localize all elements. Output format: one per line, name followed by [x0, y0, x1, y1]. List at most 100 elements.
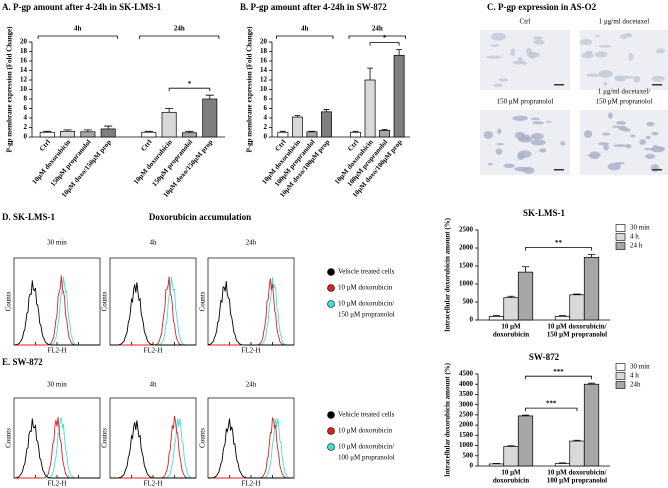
histogram-frame — [109, 257, 197, 346]
legend-swatch — [615, 224, 626, 232]
x-tick-label: Ctrl — [38, 138, 52, 153]
error-bar — [165, 108, 174, 113]
bar — [306, 131, 318, 138]
legend-label: Vehicle treated cells — [338, 268, 395, 276]
cell — [619, 75, 635, 79]
legend-label: 100 μM propranolol — [338, 454, 395, 462]
y-tick-label: 20 — [20, 38, 28, 46]
y-tick-label: 14 — [20, 66, 28, 74]
bar — [488, 316, 505, 321]
cell — [651, 131, 659, 136]
y-axis-label: P-gp membrane expression (Fold Change) — [6, 26, 14, 153]
legend-label: 10 μM doxorubicin/ — [338, 443, 394, 451]
y-tick-label: 3500 — [459, 390, 474, 398]
bar — [393, 54, 405, 138]
cell — [608, 112, 613, 119]
significance-bracket — [525, 247, 592, 251]
y-tick-label: 2500 — [459, 226, 474, 234]
x-tick-label: 10 μM doxorubicin/ — [547, 469, 607, 477]
bar — [291, 116, 303, 138]
error-bar — [492, 462, 501, 464]
time-label: 4h — [150, 381, 158, 389]
x-tick-label: doxorubicin — [493, 477, 529, 485]
y-tick-label: 16 — [260, 57, 268, 65]
cell — [585, 50, 593, 55]
cell — [613, 144, 628, 147]
y-tick-label: 6 — [264, 104, 268, 112]
histogram-curve — [14, 417, 100, 479]
image-label: 1 μg/ml docetaxel — [599, 18, 649, 26]
cell — [533, 39, 545, 45]
histogram-curve — [13, 280, 100, 346]
cell — [503, 163, 515, 168]
cell — [598, 69, 613, 78]
cell — [651, 75, 665, 82]
cell — [545, 120, 552, 123]
bar — [569, 440, 585, 467]
y-axis-label: Counts — [5, 291, 13, 311]
cell — [595, 51, 608, 58]
cell — [512, 60, 525, 65]
error-bar — [381, 129, 388, 131]
cell — [612, 125, 621, 128]
cell — [583, 130, 593, 138]
cell — [498, 78, 509, 82]
y-tick-label: 18 — [260, 47, 268, 55]
cell — [628, 52, 634, 61]
y-tick-label: 6 — [24, 104, 28, 112]
group-label: 4h — [301, 25, 309, 33]
y-axis-label: P-gp membrane expression (Fold Change) — [246, 26, 254, 153]
significance-bracket — [369, 42, 400, 46]
bar — [181, 132, 197, 138]
y-tick-label: 18 — [20, 47, 28, 55]
cell — [539, 148, 547, 153]
cell — [512, 115, 528, 121]
y-tick-label: 2000 — [459, 244, 474, 252]
error-bar — [279, 130, 286, 133]
significance-label: * — [383, 34, 387, 42]
error-bar — [205, 94, 214, 99]
group-label: 24h — [174, 25, 185, 33]
legend-swatch — [615, 242, 626, 250]
cell — [602, 132, 611, 136]
x-tick-label: 10 μM — [501, 469, 521, 477]
legend-label: Vehicle treated cells — [338, 411, 395, 419]
image-label: 1 μg/ml docetaxel/ — [598, 88, 650, 96]
bar — [583, 383, 600, 467]
cell — [595, 34, 600, 38]
group-bracket — [275, 35, 334, 39]
cell — [522, 166, 535, 174]
y-tick-label: 4500 — [459, 370, 474, 378]
y-tick-label: 1000 — [459, 441, 474, 449]
cell — [639, 139, 646, 145]
error-bar — [507, 445, 515, 447]
cell — [495, 148, 503, 155]
y-tick-label: 14 — [260, 66, 268, 74]
y-tick-label: 12 — [20, 76, 28, 84]
bar — [503, 446, 519, 467]
histogram-frame — [13, 397, 101, 479]
group-bracket — [348, 35, 407, 39]
error-bar — [587, 254, 596, 258]
micrograph — [580, 110, 668, 175]
x-tick-label: 150 μM propranolol — [547, 331, 607, 339]
error-bar — [521, 414, 530, 416]
panel-title: C. P-gp expression in AS-O2 — [487, 2, 597, 12]
histogram-curve — [110, 282, 196, 346]
panel-subtitle: Doxorubicin accumulation — [149, 212, 251, 222]
legend-marker — [327, 300, 335, 308]
bar — [202, 98, 218, 138]
bar — [39, 131, 55, 138]
bar — [100, 128, 116, 138]
cell — [603, 81, 608, 86]
cell — [483, 131, 494, 140]
cell — [560, 141, 565, 146]
legend-label: 10 μM doxorubicin — [338, 427, 393, 435]
legend-label: 150 μM propranolol — [338, 311, 395, 319]
bar — [277, 131, 289, 138]
cell — [497, 128, 502, 135]
cell — [650, 164, 660, 172]
x-axis-label: FL2-H — [47, 480, 66, 488]
cell — [598, 44, 612, 48]
scale-bar — [652, 169, 662, 171]
